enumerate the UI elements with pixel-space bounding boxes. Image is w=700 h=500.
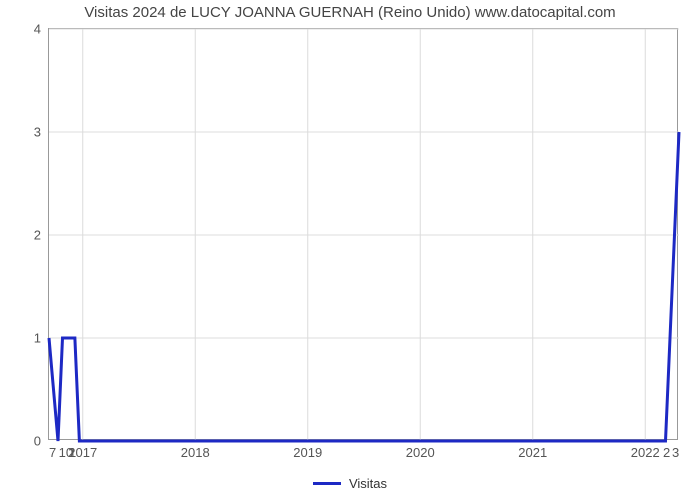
x-tick-extra-label: 7 bbox=[49, 439, 56, 460]
x-tick-extra-label: 3 bbox=[672, 439, 679, 460]
x-tick-label: 2020 bbox=[406, 439, 435, 460]
legend-swatch-visitas bbox=[313, 482, 341, 485]
x-tick-label: 2022 bbox=[631, 439, 660, 460]
chart-svg bbox=[49, 29, 679, 441]
y-tick-label: 2 bbox=[34, 228, 49, 243]
legend-label-visitas: Visitas bbox=[349, 476, 387, 491]
y-tick-label: 0 bbox=[34, 434, 49, 449]
chart-legend: Visitas bbox=[0, 472, 700, 491]
x-tick-label: 2021 bbox=[518, 439, 547, 460]
chart-plot-area: 01234201720182019202020212022710123 bbox=[48, 28, 678, 440]
y-tick-label: 4 bbox=[34, 22, 49, 37]
x-tick-label: 2019 bbox=[293, 439, 322, 460]
x-tick-label: 2018 bbox=[181, 439, 210, 460]
y-tick-label: 1 bbox=[34, 331, 49, 346]
y-tick-label: 3 bbox=[34, 125, 49, 140]
x-tick-extra-label: 1 bbox=[69, 439, 76, 460]
x-tick-extra-label: 2 bbox=[663, 439, 670, 460]
chart-title: Visitas 2024 de LUCY JOANNA GUERNAH (Rei… bbox=[0, 4, 700, 21]
